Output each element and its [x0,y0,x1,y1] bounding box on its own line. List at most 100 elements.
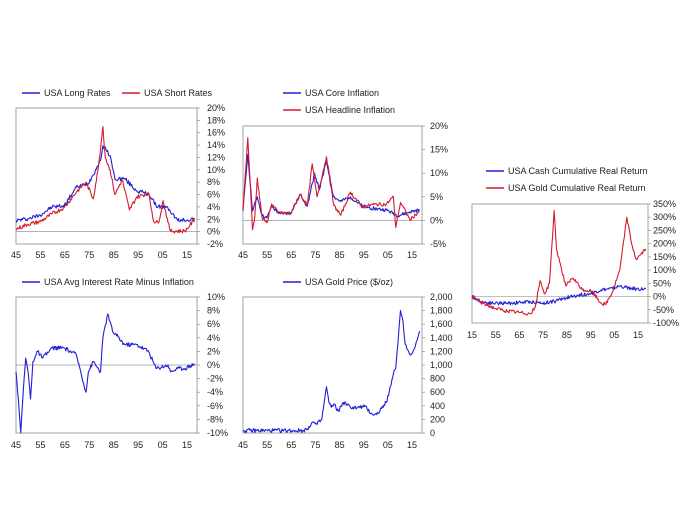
y-tick-label: -100% [653,318,679,328]
x-tick-label: 15 [633,330,643,340]
y-tick-label: -50% [653,305,674,315]
y-tick-label: 8% [207,177,220,187]
x-tick-label: 55 [262,440,272,450]
y-tick-label: -4% [207,387,223,397]
y-tick-label: 4% [207,202,220,212]
y-tick-label: 0% [653,292,666,302]
y-tick-label: -2% [207,374,223,384]
x-tick-label: 65 [286,250,296,260]
y-tick-label: 0 [430,428,435,438]
x-tick-label: 95 [586,330,596,340]
x-tick-label: 95 [133,250,143,260]
y-tick-label: 20% [207,103,225,113]
x-tick-label: 75 [310,440,320,450]
y-tick-label: 0% [207,360,220,370]
x-tick-label: 55 [35,440,45,450]
y-tick-label: 6% [207,190,220,200]
y-tick-label: 1,600 [430,319,453,329]
legend-label: USA Gold Cumulative Real Return [508,183,646,193]
y-tick-label: 50% [653,278,671,288]
legend-label: USA Cash Cumulative Real Return [508,166,648,176]
series-line-usa-cash-cumulative-real-return [471,284,647,306]
plot-frame [15,107,198,245]
x-tick-label: 85 [109,250,119,260]
y-tick-label: 350% [653,199,676,209]
y-tick-label: 14% [207,140,225,150]
y-tick-label: 2% [207,214,220,224]
y-tick-label: 5% [430,192,443,202]
y-tick-label: 300% [653,212,676,222]
y-tick-label: 20% [430,121,448,131]
y-tick-label: -8% [207,414,223,424]
x-tick-label: 65 [514,330,524,340]
y-tick-label: -6% [207,401,223,411]
y-tick-label: 400 [430,401,445,411]
y-tick-label: 150% [653,252,676,262]
y-tick-label: 18% [207,115,225,125]
x-tick-label: 45 [11,440,21,450]
y-tick-label: 200% [653,239,676,249]
x-tick-label: 15 [407,440,417,450]
x-tick-label: 85 [335,440,345,450]
x-tick-label: 55 [262,250,272,260]
panel-gold_price: 0 200 400 600 800 1,000 1,200 1,400 1,600 1,800 2,… [238,277,453,450]
x-tick-label: 85 [335,250,345,260]
panel-inflation: -5% 0% 5% 10% 15% 20% 45 55 65 75 85 95 05 15 USA Core… [238,88,448,260]
y-tick-label: 0% [207,227,220,237]
x-tick-label: 75 [84,440,94,450]
y-tick-label: 2% [207,346,220,356]
x-tick-label: 05 [158,250,168,260]
legend-label: USA Gold Price ($/oz) [305,277,393,287]
x-tick-label: 05 [383,440,393,450]
series-line-usa-long-rates [15,145,195,223]
x-tick-label: 95 [359,250,369,260]
panel-real_rate: -10% -8% -6% -4% -2% 0% 2% 4% 6% 8% 10% 45 55 65 75 85 9… [11,277,228,450]
x-tick-label: 75 [84,250,94,260]
x-tick-label: 45 [11,250,21,260]
y-tick-label: 8% [207,306,220,316]
legend-label: USA Core Inflation [305,88,379,98]
x-tick-label: 75 [310,250,320,260]
x-tick-label: 95 [359,440,369,450]
legend-label: USA Long Rates [44,88,111,98]
series-line-usa-avg-interest-rate-minus-inflation [15,313,196,434]
legend-label: USA Short Rates [144,88,213,98]
y-tick-label: 2,000 [430,292,453,302]
y-tick-label: 1,400 [430,333,453,343]
x-tick-label: 65 [60,250,70,260]
x-tick-label: 05 [609,330,619,340]
y-tick-label: 1,200 [430,346,453,356]
series-line-usa-short-rates [15,125,196,234]
x-tick-label: 15 [182,440,192,450]
y-tick-label: 250% [653,225,676,235]
y-tick-label: 600 [430,387,445,397]
panel-cumulative: -100% -50% 0% 50% 100% 150% 200% 250% 300% 350% 15… [467,166,679,340]
plot-frame [471,203,649,324]
y-tick-label: 10% [207,165,225,175]
x-tick-label: 65 [60,440,70,450]
series-line-usa-gold-price-oz- [242,310,421,434]
x-tick-label: 75 [538,330,548,340]
y-tick-label: 1,800 [430,306,453,316]
x-tick-label: 15 [182,250,192,260]
x-tick-label: 65 [286,440,296,450]
y-tick-label: 0% [430,215,443,225]
x-tick-label: 85 [562,330,572,340]
y-tick-label: 10% [430,168,448,178]
y-tick-label: 1,000 [430,360,453,370]
y-tick-label: 100% [653,265,676,275]
plot-frame [242,125,423,245]
y-tick-label: 16% [207,128,225,138]
x-tick-label: 55 [491,330,501,340]
x-tick-label: 15 [407,250,417,260]
y-tick-label: 10% [207,292,225,302]
y-tick-label: 200 [430,414,445,424]
y-tick-label: -2% [207,239,223,249]
panel-rates: -2% 0% 2% 4% 6% 8% 10% 12% 14% 16% 18% 20% 45 55 65 75 8… [11,88,225,260]
x-tick-label: 95 [133,440,143,450]
y-tick-label: 12% [207,152,225,162]
x-tick-label: 05 [383,250,393,260]
series-line-usa-headline-inflation [242,137,420,231]
